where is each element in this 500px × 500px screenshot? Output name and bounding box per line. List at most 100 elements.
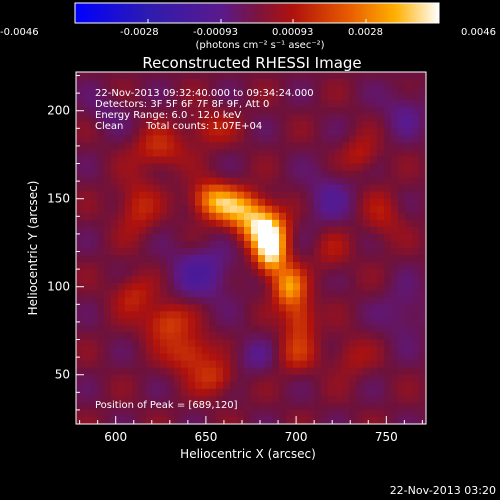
heatmap-cell: [132, 191, 140, 200]
heatmap-cell: [132, 100, 140, 108]
heatmap-cell: [335, 121, 343, 129]
heatmap-cell: [363, 395, 371, 404]
heatmap-cell: [230, 86, 238, 94]
heatmap-cell: [272, 128, 280, 136]
heatmap-cell: [146, 170, 154, 179]
heatmap-cell: [153, 416, 161, 425]
heatmap-cell: [160, 163, 168, 172]
heatmap-cell: [237, 184, 245, 193]
heatmap-cell: [314, 226, 322, 235]
heatmap-cell: [160, 269, 168, 277]
heatmap-cell: [202, 93, 210, 101]
heatmap-cell: [153, 156, 161, 165]
heatmap-cell: [349, 395, 357, 404]
heatmap-cell: [370, 184, 378, 193]
heatmap-cell: [272, 100, 280, 108]
heatmap-cell: [363, 191, 371, 200]
heatmap-cell: [216, 332, 224, 341]
heatmap-cell: [314, 184, 322, 193]
heatmap-cell: [328, 297, 336, 305]
heatmap-cell: [223, 79, 231, 87]
heatmap-cell: [230, 255, 238, 263]
heatmap-cell: [377, 388, 385, 397]
heatmap-cell: [90, 233, 98, 242]
heatmap-cell: [111, 290, 119, 298]
heatmap-cell: [258, 332, 266, 341]
heatmap-cell: [412, 409, 420, 418]
heatmap-cell: [251, 346, 259, 355]
heatmap-cell: [412, 311, 420, 319]
heatmap-cell: [377, 416, 385, 425]
heatmap-cell: [384, 142, 392, 151]
x-tick-label: 650: [194, 430, 217, 444]
heatmap-cell: [132, 177, 140, 186]
heatmap-cell: [146, 240, 154, 249]
heatmap-cell: [293, 262, 301, 270]
heatmap-cell: [216, 100, 224, 108]
heatmap-cell: [335, 212, 343, 221]
heatmap-cell: [97, 198, 105, 207]
heatmap-cell: [286, 86, 294, 94]
heatmap-cell: [293, 156, 301, 165]
heatmap-cell: [202, 402, 210, 411]
heatmap-cell: [111, 170, 119, 179]
heatmap-cell: [202, 79, 210, 87]
heatmap-cell: [195, 184, 203, 193]
heatmap-cell: [251, 219, 259, 228]
heatmap-cell: [279, 191, 287, 200]
heatmap-cell: [321, 325, 329, 334]
heatmap-cell: [244, 395, 252, 404]
heatmap-cell: [97, 135, 105, 143]
heatmap-cell: [223, 233, 231, 242]
heatmap-cell: [244, 290, 252, 298]
heatmap-cell: [111, 402, 119, 411]
heatmap-cell: [132, 318, 140, 327]
heatmap-cell: [419, 269, 427, 277]
heatmap-cell: [391, 374, 399, 383]
heatmap-cell: [223, 100, 231, 108]
heatmap-cell: [195, 72, 203, 80]
heatmap-cell: [321, 255, 329, 263]
heatmap-cell: [307, 226, 315, 235]
heatmap-cell: [146, 205, 154, 214]
heatmap-cell: [83, 381, 91, 390]
heatmap-cell: [363, 163, 371, 172]
heatmap-cell: [391, 219, 399, 228]
heatmap-cell: [356, 402, 364, 411]
heatmap-cell: [279, 304, 287, 312]
heatmap-cell: [160, 198, 168, 207]
heatmap-cell: [83, 177, 91, 186]
heatmap-cell: [314, 255, 322, 263]
heatmap-cell: [139, 248, 147, 256]
heatmap-cell: [349, 205, 357, 214]
heatmap-cell: [146, 163, 154, 172]
heatmap-cell: [90, 269, 98, 277]
heatmap-cell: [265, 346, 273, 355]
heatmap-cell: [146, 198, 154, 207]
heatmap-cell: [412, 240, 420, 249]
heatmap-cell: [181, 325, 189, 334]
heatmap-cell: [377, 276, 385, 284]
heatmap-cell: [132, 374, 140, 383]
heatmap-cell: [419, 114, 427, 122]
heatmap-cell: [188, 318, 196, 327]
heatmap-cell: [307, 402, 315, 411]
heatmap-cell: [195, 255, 203, 263]
heatmap-cell: [188, 135, 196, 143]
heatmap-cell: [139, 233, 147, 242]
heatmap-cell: [258, 114, 266, 122]
heatmap-cell: [412, 198, 420, 207]
heatmap-cell: [230, 72, 238, 80]
heatmap-cell: [342, 226, 350, 235]
heatmap-cell: [377, 177, 385, 186]
heatmap-cell: [342, 416, 350, 425]
heatmap-cell: [167, 255, 175, 263]
total-counts-label: Total counts: 1.07E+04: [145, 121, 262, 132]
heatmap-cell: [286, 416, 294, 425]
heatmap-cell: [104, 409, 112, 418]
heatmap-cell: [314, 100, 322, 108]
heatmap-cell: [167, 290, 175, 298]
heatmap-cell: [258, 346, 266, 355]
heatmap-cell: [279, 100, 287, 108]
heatmap-cell: [244, 156, 252, 165]
